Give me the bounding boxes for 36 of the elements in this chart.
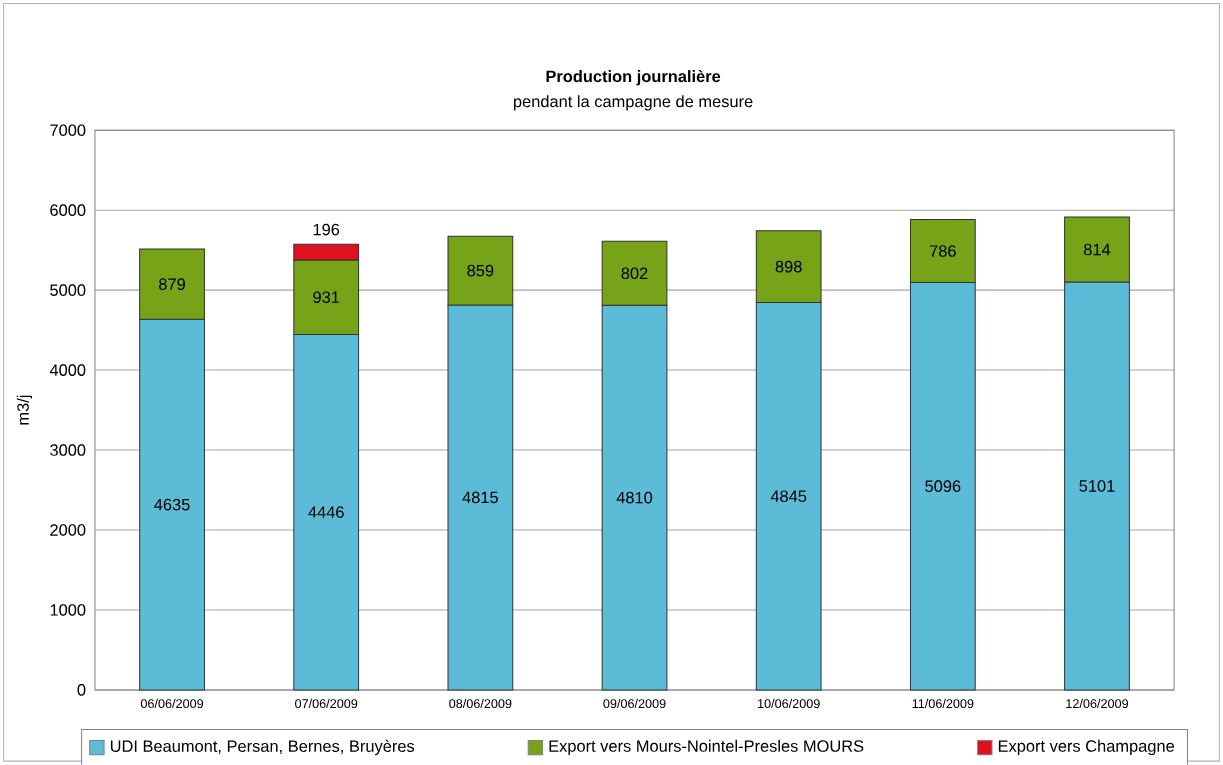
data-label: 4446 [308, 506, 344, 519]
x-tick-label: 09/06/2009 [603, 698, 666, 709]
data-label: 5096 [925, 480, 961, 493]
legend-label: Export vers Champagne [998, 739, 1175, 756]
data-label: 4845 [770, 490, 807, 503]
data-label: 4810 [616, 491, 653, 504]
y-tick-label: 1000 [50, 604, 86, 616]
legend-label: UDI Beaumont, Persan, Bernes, Bruyères [110, 739, 415, 756]
x-tick-label: 11/06/2009 [912, 698, 974, 709]
data-label: 4635 [154, 498, 190, 511]
chart-subtitle: pendant la campagne de mesure [514, 95, 753, 111]
y-tick-label: 4000 [49, 364, 86, 377]
data-label: 4815 [462, 491, 498, 504]
data-label: 814 [1084, 243, 1111, 256]
chart-title: Production journalière [546, 70, 721, 86]
x-tick-label: 12/06/2009 [1066, 698, 1129, 709]
y-axis-title: m3/j [16, 395, 33, 425]
y-tick-label: 7000 [50, 124, 86, 137]
x-tick-label: 08/06/2009 [449, 698, 512, 709]
data-label: 931 [313, 291, 340, 304]
legend-label: Export vers Mours-Nointel-Presles MOURS [549, 739, 864, 756]
y-tick-label: 2000 [50, 524, 86, 536]
x-tick-label: 07/06/2009 [295, 698, 358, 709]
data-label: 879 [159, 278, 185, 291]
data-label: 5101 [1079, 480, 1115, 492]
x-tick-label: 06/06/2009 [140, 698, 204, 709]
data-label: 196 [313, 223, 340, 236]
data-label: 898 [775, 260, 802, 273]
y-tick-label: 3000 [50, 444, 86, 456]
x-tick-label: 10/06/2009 [758, 698, 820, 709]
data-label: 786 [929, 245, 956, 257]
data-label: 859 [467, 264, 494, 277]
y-tick-label: 0 [77, 684, 86, 696]
y-tick-label: 5000 [50, 284, 86, 297]
data-label: 802 [621, 267, 648, 280]
y-tick-label: 6000 [50, 204, 86, 217]
